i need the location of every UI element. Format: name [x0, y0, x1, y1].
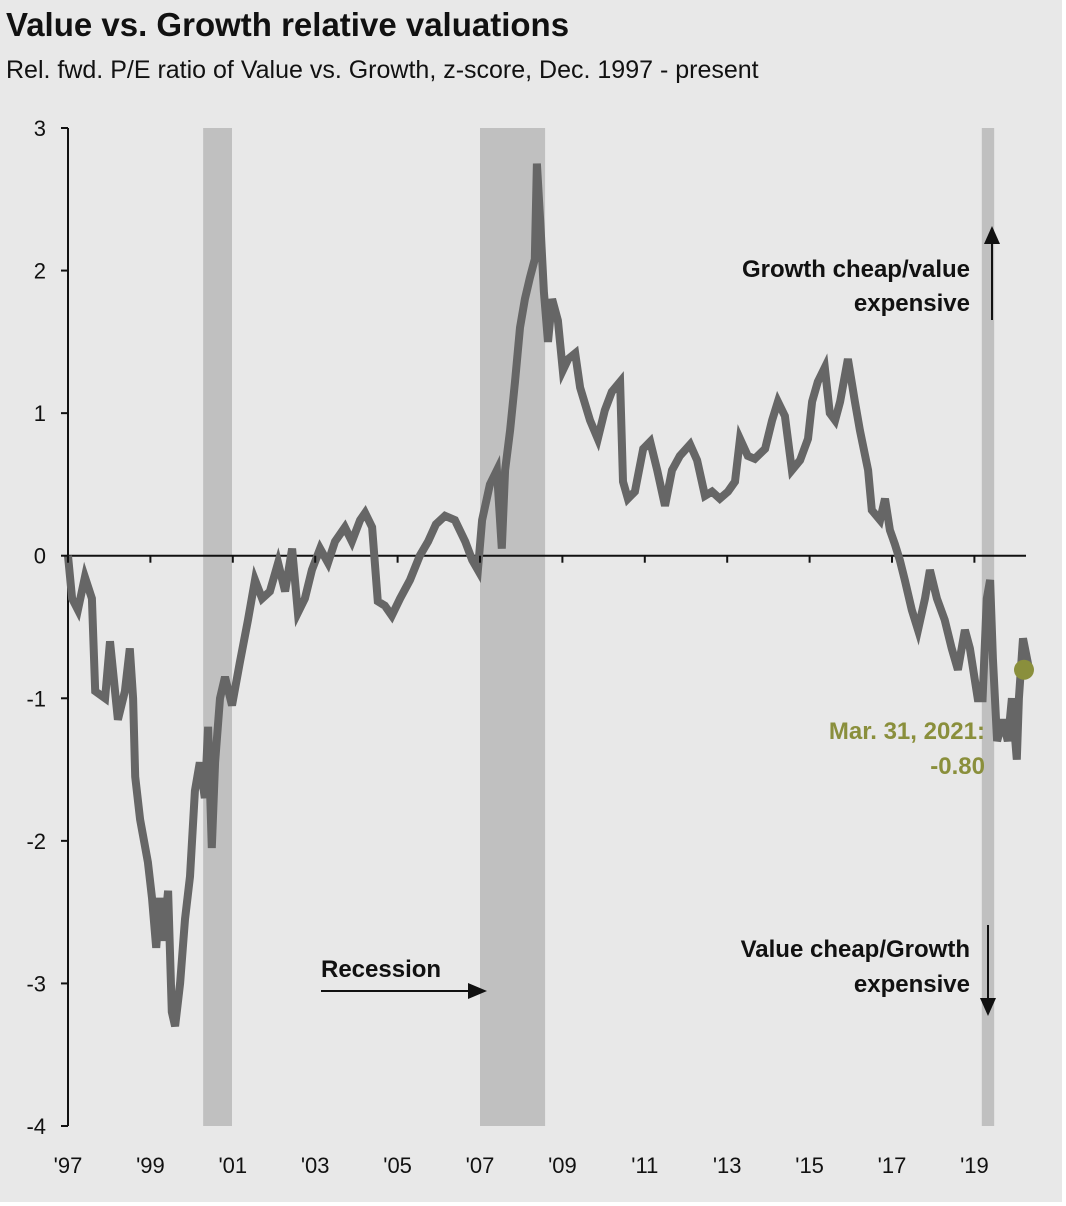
x-tick-label: '07: [466, 1153, 495, 1178]
annotation-value-cheap-line1: Value cheap/Growth: [741, 936, 970, 963]
x-tick-label: '13: [713, 1153, 742, 1178]
chart-subtitle: Rel. fwd. P/E ratio of Value vs. Growth,…: [6, 56, 759, 84]
recession-band: [203, 128, 232, 1126]
x-tick-label: '99: [136, 1153, 165, 1178]
y-tick-label: -2: [26, 829, 46, 854]
arrow-right-icon: [321, 983, 487, 999]
x-tick-label: '01: [218, 1153, 247, 1178]
y-tick-label: 3: [34, 116, 46, 141]
recession-band: [480, 128, 546, 1126]
arrow-up-icon: [984, 226, 1000, 320]
y-tick-label: -3: [26, 971, 46, 996]
recession-label: Recession: [321, 956, 441, 983]
x-tick-label: '97: [54, 1153, 83, 1178]
y-tick-label: -1: [26, 686, 46, 711]
chart-title: Value vs. Growth relative valuations: [6, 6, 570, 43]
arrow-down-icon: [980, 925, 996, 1016]
last-point-value-label: -0.80: [930, 753, 985, 780]
series-line: [64, 163, 1034, 1028]
x-tick-label: '15: [795, 1153, 824, 1178]
last-point-marker: [1014, 659, 1034, 680]
y-tick-label: 2: [34, 259, 46, 284]
x-tick-label: '11: [631, 1153, 658, 1178]
x-tick-label: '17: [878, 1153, 907, 1178]
annotation-growth-cheap-line2: expensive: [854, 290, 970, 317]
last-point-date-label: Mar. 31, 2021:: [829, 718, 985, 745]
annotation-growth-cheap-line1: Growth cheap/value: [742, 256, 970, 283]
x-tick-label: '05: [383, 1153, 412, 1178]
annotation-value-cheap-line2: expensive: [854, 971, 970, 998]
y-tick-label: -4: [26, 1114, 46, 1139]
x-tick-label: '03: [301, 1153, 330, 1178]
x-tick-label: '19: [960, 1153, 989, 1178]
y-tick-label: 0: [34, 544, 46, 569]
y-tick-label: 1: [34, 401, 46, 426]
x-tick-label: '09: [548, 1153, 577, 1178]
